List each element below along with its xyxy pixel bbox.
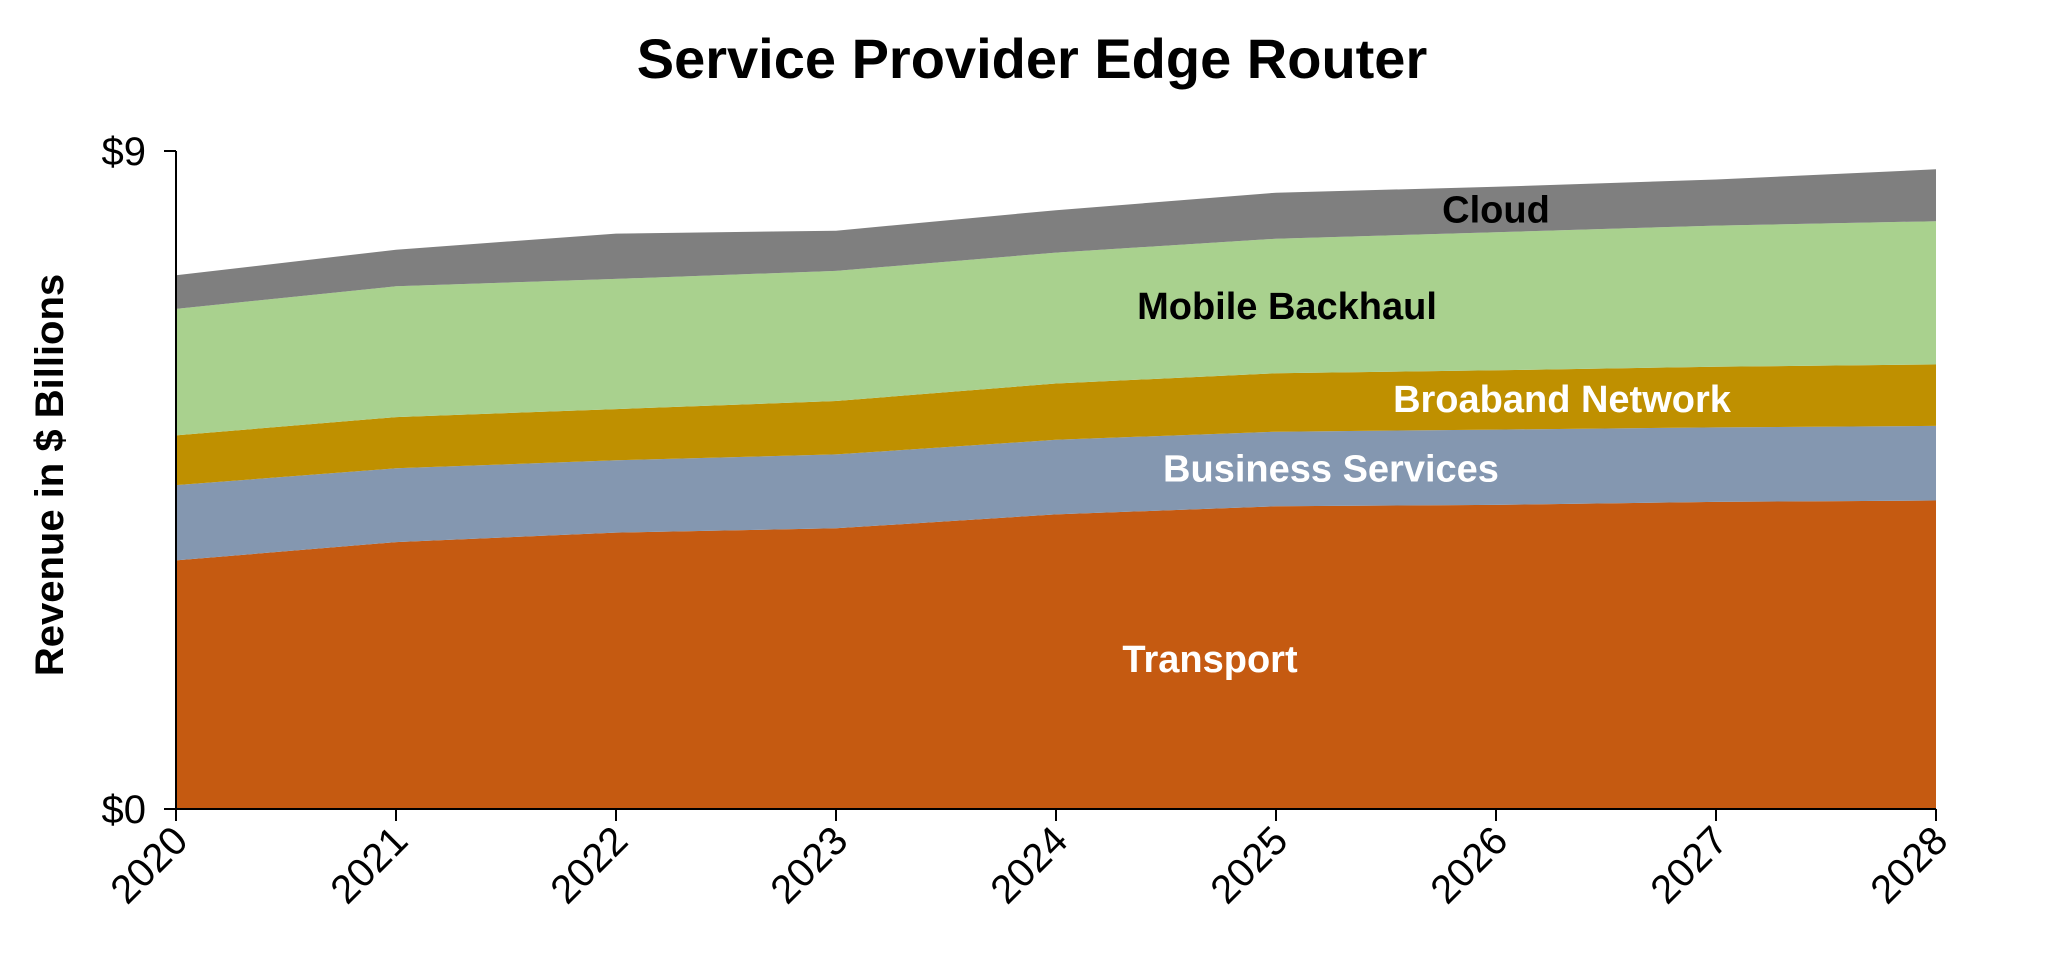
x-tick-label: 2021 <box>322 818 416 912</box>
series-labels-layer: Transport Business Services Broaband Netwo… <box>1122 189 1731 680</box>
area-transport <box>176 500 1936 809</box>
x-tick-label: 2026 <box>1422 818 1516 912</box>
y-tick-label: $0 <box>102 788 147 832</box>
series-label-broaband-network: Broaband Network <box>1393 379 1732 421</box>
x-tick-label: 2027 <box>1642 818 1736 912</box>
areas-layer <box>176 169 1936 809</box>
x-tick-label: 2022 <box>542 818 636 912</box>
x-tick-label: 2024 <box>982 818 1076 912</box>
y-tick-label: $9 <box>102 130 147 174</box>
series-label-mobile-backhaul: Mobile Backhaul <box>1137 286 1437 328</box>
x-tick-label: 2025 <box>1202 818 1296 912</box>
series-label-transport: Transport <box>1122 639 1298 681</box>
area-cloud <box>176 169 1936 309</box>
area-broaband-network <box>176 364 1936 486</box>
chart-title: Service Provider Edge Router <box>637 27 1428 90</box>
series-label-business-services: Business Services <box>1163 449 1499 491</box>
y-axis-title: Revenue in $ Billions <box>28 274 72 676</box>
x-tick-label: 2023 <box>762 818 856 912</box>
series-label-cloud: Cloud <box>1442 189 1550 231</box>
area-mobile-backhaul <box>176 221 1936 436</box>
x-tick-label: 2028 <box>1862 818 1956 912</box>
x-tick-label: 2020 <box>102 818 196 912</box>
area-business-services <box>176 425 1936 561</box>
